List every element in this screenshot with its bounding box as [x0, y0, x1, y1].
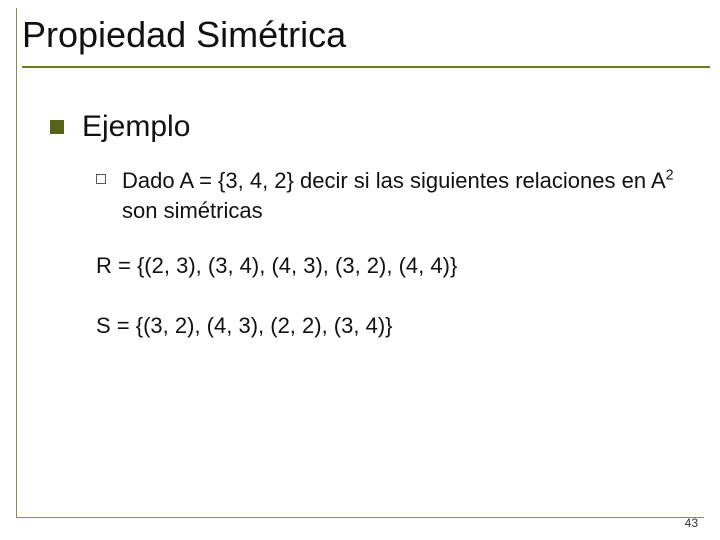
bullet-level1: Ejemplo [50, 110, 690, 144]
square-bullet-icon [50, 120, 64, 134]
section-heading: Ejemplo [82, 110, 190, 144]
slide-title: Propiedad Simétrica [22, 14, 710, 66]
square-outline-bullet-icon [96, 174, 106, 184]
relation-r: R = {(2, 3), (3, 4), (4, 3), (3, 2), (4,… [96, 253, 690, 279]
body-text: Dado A = {3, 4, 2} decir si las siguient… [122, 166, 690, 225]
body-prefix: Dado A = {3, 4, 2} decir si las siguient… [122, 168, 666, 193]
page-number: 43 [685, 516, 698, 530]
body-superscript: 2 [666, 168, 674, 184]
title-block: Propiedad Simétrica [22, 14, 710, 68]
content-area: Ejemplo Dado A = {3, 4, 2} decir si las … [50, 110, 690, 373]
bullet-level2: Dado A = {3, 4, 2} decir si las siguient… [96, 166, 690, 225]
body-suffix: son simétricas [122, 198, 263, 223]
title-underline [22, 66, 710, 68]
relation-s: S = {(3, 2), (4, 3), (2, 2), (3, 4)} [96, 313, 690, 339]
